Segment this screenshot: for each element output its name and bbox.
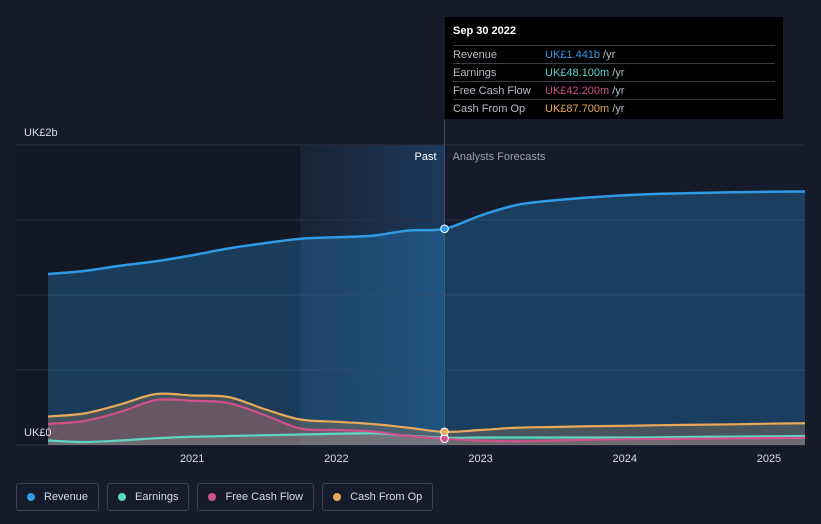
tooltip-unit: /yr xyxy=(603,48,616,61)
x-tick-label: 2023 xyxy=(468,453,492,465)
y-axis-top-label: UK£2b xyxy=(24,127,58,139)
legend-item-earnings[interactable]: Earnings xyxy=(107,483,190,511)
tooltip-label: Earnings xyxy=(453,66,497,79)
x-tick-label: 2022 xyxy=(324,453,348,465)
tooltip-value: UK£42.200m xyxy=(545,84,610,97)
legend-dot-icon xyxy=(27,493,35,501)
legend-dot-icon xyxy=(118,493,127,501)
series-line-revenue xyxy=(47,190,806,276)
highlight-point-revenue xyxy=(440,224,449,234)
x-tick-label: 2021 xyxy=(180,453,204,465)
earnings-revenue-chart: UK£2b UK£0 2021 2022 2023 2024 2025 Past Analyst… xyxy=(16,120,806,465)
x-tick-label: 2024 xyxy=(613,453,637,465)
tooltip-unit: /yr xyxy=(612,84,625,97)
tooltip-unit: /yr xyxy=(612,102,625,115)
chart-tooltip: Sep 30 2022 Revenue UK£1.441b/yr Earnings U… xyxy=(445,17,783,119)
tooltip-value: UK£48.100m xyxy=(545,66,610,79)
tooltip-date: Sep 30 2022 xyxy=(453,25,516,37)
series-area-free-cash-flow xyxy=(48,399,805,445)
tooltip-row-earnings: Earnings UK£48.100m/yr xyxy=(453,63,775,81)
forecast-label: Analysts Forecasts xyxy=(453,151,546,163)
tooltip-label: Free Cash Flow xyxy=(453,84,531,97)
legend-item-free-cash-flow[interactable]: Free Cash Flow xyxy=(197,483,315,511)
legend-label: Free Cash Flow xyxy=(225,491,304,503)
highlight-point-cash-from-op xyxy=(440,427,449,437)
tooltip-label: Cash From Op xyxy=(453,102,526,115)
tooltip-value: UK£1.441b xyxy=(545,48,601,61)
tooltip-label: Revenue xyxy=(453,48,498,61)
series-line-free-cash-flow xyxy=(47,398,806,443)
tooltip-row-revenue: Revenue UK£1.441b/yr xyxy=(453,45,775,63)
tooltip-row-cash-from-op: Cash From Op UK£87.700m/yr xyxy=(453,99,775,117)
legend-label: Revenue xyxy=(44,491,89,503)
legend-dot-icon xyxy=(208,493,217,501)
tooltip-value: UK£87.700m xyxy=(545,102,610,115)
chart-legend: Revenue Earnings Free Cash Flow Cash From O… xyxy=(16,483,434,511)
x-tick-label: 2025 xyxy=(757,453,781,465)
series-area-revenue xyxy=(48,191,805,445)
tooltip-row-free-cash-flow: Free Cash Flow UK£42.200m/yr xyxy=(453,81,775,99)
past-label: Past xyxy=(415,151,437,163)
tooltip-unit: /yr xyxy=(612,66,625,79)
series-line-cash-from-op xyxy=(47,392,806,434)
legend-label: Earnings xyxy=(135,491,179,503)
legend-dot-icon xyxy=(333,493,342,501)
legend-item-cash-from-op[interactable]: Cash From Op xyxy=(322,483,434,511)
y-axis-bottom-label: UK£0 xyxy=(24,427,52,439)
legend-item-revenue[interactable]: Revenue xyxy=(16,483,100,511)
legend-label: Cash From Op xyxy=(350,491,423,503)
